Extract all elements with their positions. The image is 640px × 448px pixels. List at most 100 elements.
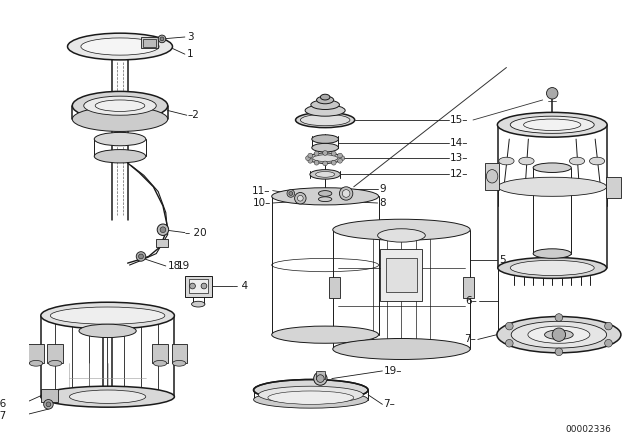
Ellipse shape bbox=[378, 229, 426, 242]
Circle shape bbox=[338, 159, 342, 163]
Bar bbox=[463, 277, 474, 298]
Circle shape bbox=[136, 252, 146, 261]
Ellipse shape bbox=[95, 100, 145, 112]
Text: 19–: 19– bbox=[383, 366, 402, 376]
Ellipse shape bbox=[305, 105, 345, 116]
Circle shape bbox=[314, 151, 319, 156]
Ellipse shape bbox=[268, 391, 354, 405]
Text: 11–: 11– bbox=[252, 185, 271, 196]
Circle shape bbox=[44, 400, 53, 409]
Text: 14–: 14– bbox=[450, 138, 468, 148]
Bar bbox=[316, 371, 325, 379]
Ellipse shape bbox=[524, 119, 581, 130]
Text: 12–: 12– bbox=[450, 169, 468, 179]
Bar bbox=[329, 277, 340, 298]
Circle shape bbox=[552, 328, 566, 341]
Bar bbox=[485, 163, 499, 190]
Ellipse shape bbox=[69, 390, 146, 403]
Circle shape bbox=[555, 314, 563, 321]
Circle shape bbox=[506, 340, 513, 347]
Bar bbox=[172, 344, 187, 363]
Text: 16: 16 bbox=[0, 399, 8, 409]
Text: 19: 19 bbox=[177, 261, 191, 271]
Ellipse shape bbox=[72, 91, 168, 120]
Ellipse shape bbox=[545, 330, 573, 340]
Text: 1: 1 bbox=[187, 49, 193, 59]
Ellipse shape bbox=[533, 249, 572, 258]
Text: 17: 17 bbox=[0, 411, 8, 421]
Circle shape bbox=[287, 190, 294, 197]
Circle shape bbox=[314, 160, 319, 165]
Circle shape bbox=[158, 35, 166, 43]
Bar bbox=[156, 239, 168, 247]
Circle shape bbox=[298, 195, 303, 201]
Ellipse shape bbox=[321, 94, 330, 100]
Circle shape bbox=[139, 254, 143, 259]
Ellipse shape bbox=[312, 143, 339, 152]
Circle shape bbox=[338, 153, 342, 158]
Text: – 20: – 20 bbox=[185, 228, 207, 237]
Circle shape bbox=[340, 156, 345, 160]
Ellipse shape bbox=[300, 114, 350, 126]
Circle shape bbox=[342, 190, 350, 197]
Ellipse shape bbox=[49, 361, 62, 366]
Circle shape bbox=[332, 160, 336, 165]
Ellipse shape bbox=[296, 112, 355, 128]
Bar bbox=[189, 280, 208, 293]
Ellipse shape bbox=[51, 307, 165, 324]
Circle shape bbox=[308, 153, 313, 158]
Bar bbox=[141, 37, 158, 48]
Ellipse shape bbox=[333, 219, 470, 240]
Text: 6–: 6– bbox=[465, 296, 477, 306]
Text: 18: 18 bbox=[168, 261, 181, 271]
Ellipse shape bbox=[486, 170, 498, 183]
Ellipse shape bbox=[498, 258, 607, 278]
Circle shape bbox=[305, 156, 310, 160]
Circle shape bbox=[547, 87, 558, 99]
Circle shape bbox=[323, 151, 328, 155]
Ellipse shape bbox=[79, 324, 136, 337]
Ellipse shape bbox=[317, 96, 333, 104]
Text: 8: 8 bbox=[380, 198, 386, 208]
Ellipse shape bbox=[510, 116, 594, 134]
Ellipse shape bbox=[528, 326, 590, 343]
Ellipse shape bbox=[308, 153, 342, 164]
Circle shape bbox=[317, 375, 324, 383]
Ellipse shape bbox=[533, 163, 572, 172]
Ellipse shape bbox=[68, 33, 172, 60]
Text: 5: 5 bbox=[499, 255, 506, 265]
Ellipse shape bbox=[94, 133, 146, 146]
Circle shape bbox=[308, 159, 313, 163]
Ellipse shape bbox=[311, 100, 339, 109]
Circle shape bbox=[339, 187, 353, 200]
Ellipse shape bbox=[272, 326, 379, 343]
Text: – 4: – 4 bbox=[232, 281, 248, 291]
Text: 7–: 7– bbox=[464, 335, 476, 345]
Text: –2: –2 bbox=[188, 110, 200, 120]
Ellipse shape bbox=[84, 96, 156, 115]
Circle shape bbox=[160, 37, 164, 41]
Text: 10–: 10– bbox=[252, 198, 271, 208]
Bar bbox=[380, 249, 422, 302]
Text: 00002336: 00002336 bbox=[566, 425, 611, 434]
Bar bbox=[41, 389, 58, 402]
Ellipse shape bbox=[589, 157, 605, 165]
Ellipse shape bbox=[497, 112, 607, 137]
Ellipse shape bbox=[570, 157, 585, 165]
Ellipse shape bbox=[259, 386, 364, 403]
Ellipse shape bbox=[154, 361, 167, 366]
Ellipse shape bbox=[81, 38, 159, 55]
Bar bbox=[605, 177, 621, 198]
Ellipse shape bbox=[312, 135, 339, 143]
Ellipse shape bbox=[94, 150, 146, 163]
Ellipse shape bbox=[497, 317, 621, 353]
Text: 3: 3 bbox=[187, 32, 193, 42]
Ellipse shape bbox=[29, 361, 43, 366]
Bar bbox=[386, 258, 417, 292]
Circle shape bbox=[506, 322, 513, 330]
Ellipse shape bbox=[253, 379, 368, 401]
Circle shape bbox=[294, 193, 306, 204]
Ellipse shape bbox=[316, 172, 335, 177]
Bar bbox=[185, 276, 212, 297]
Text: 9: 9 bbox=[380, 184, 386, 194]
